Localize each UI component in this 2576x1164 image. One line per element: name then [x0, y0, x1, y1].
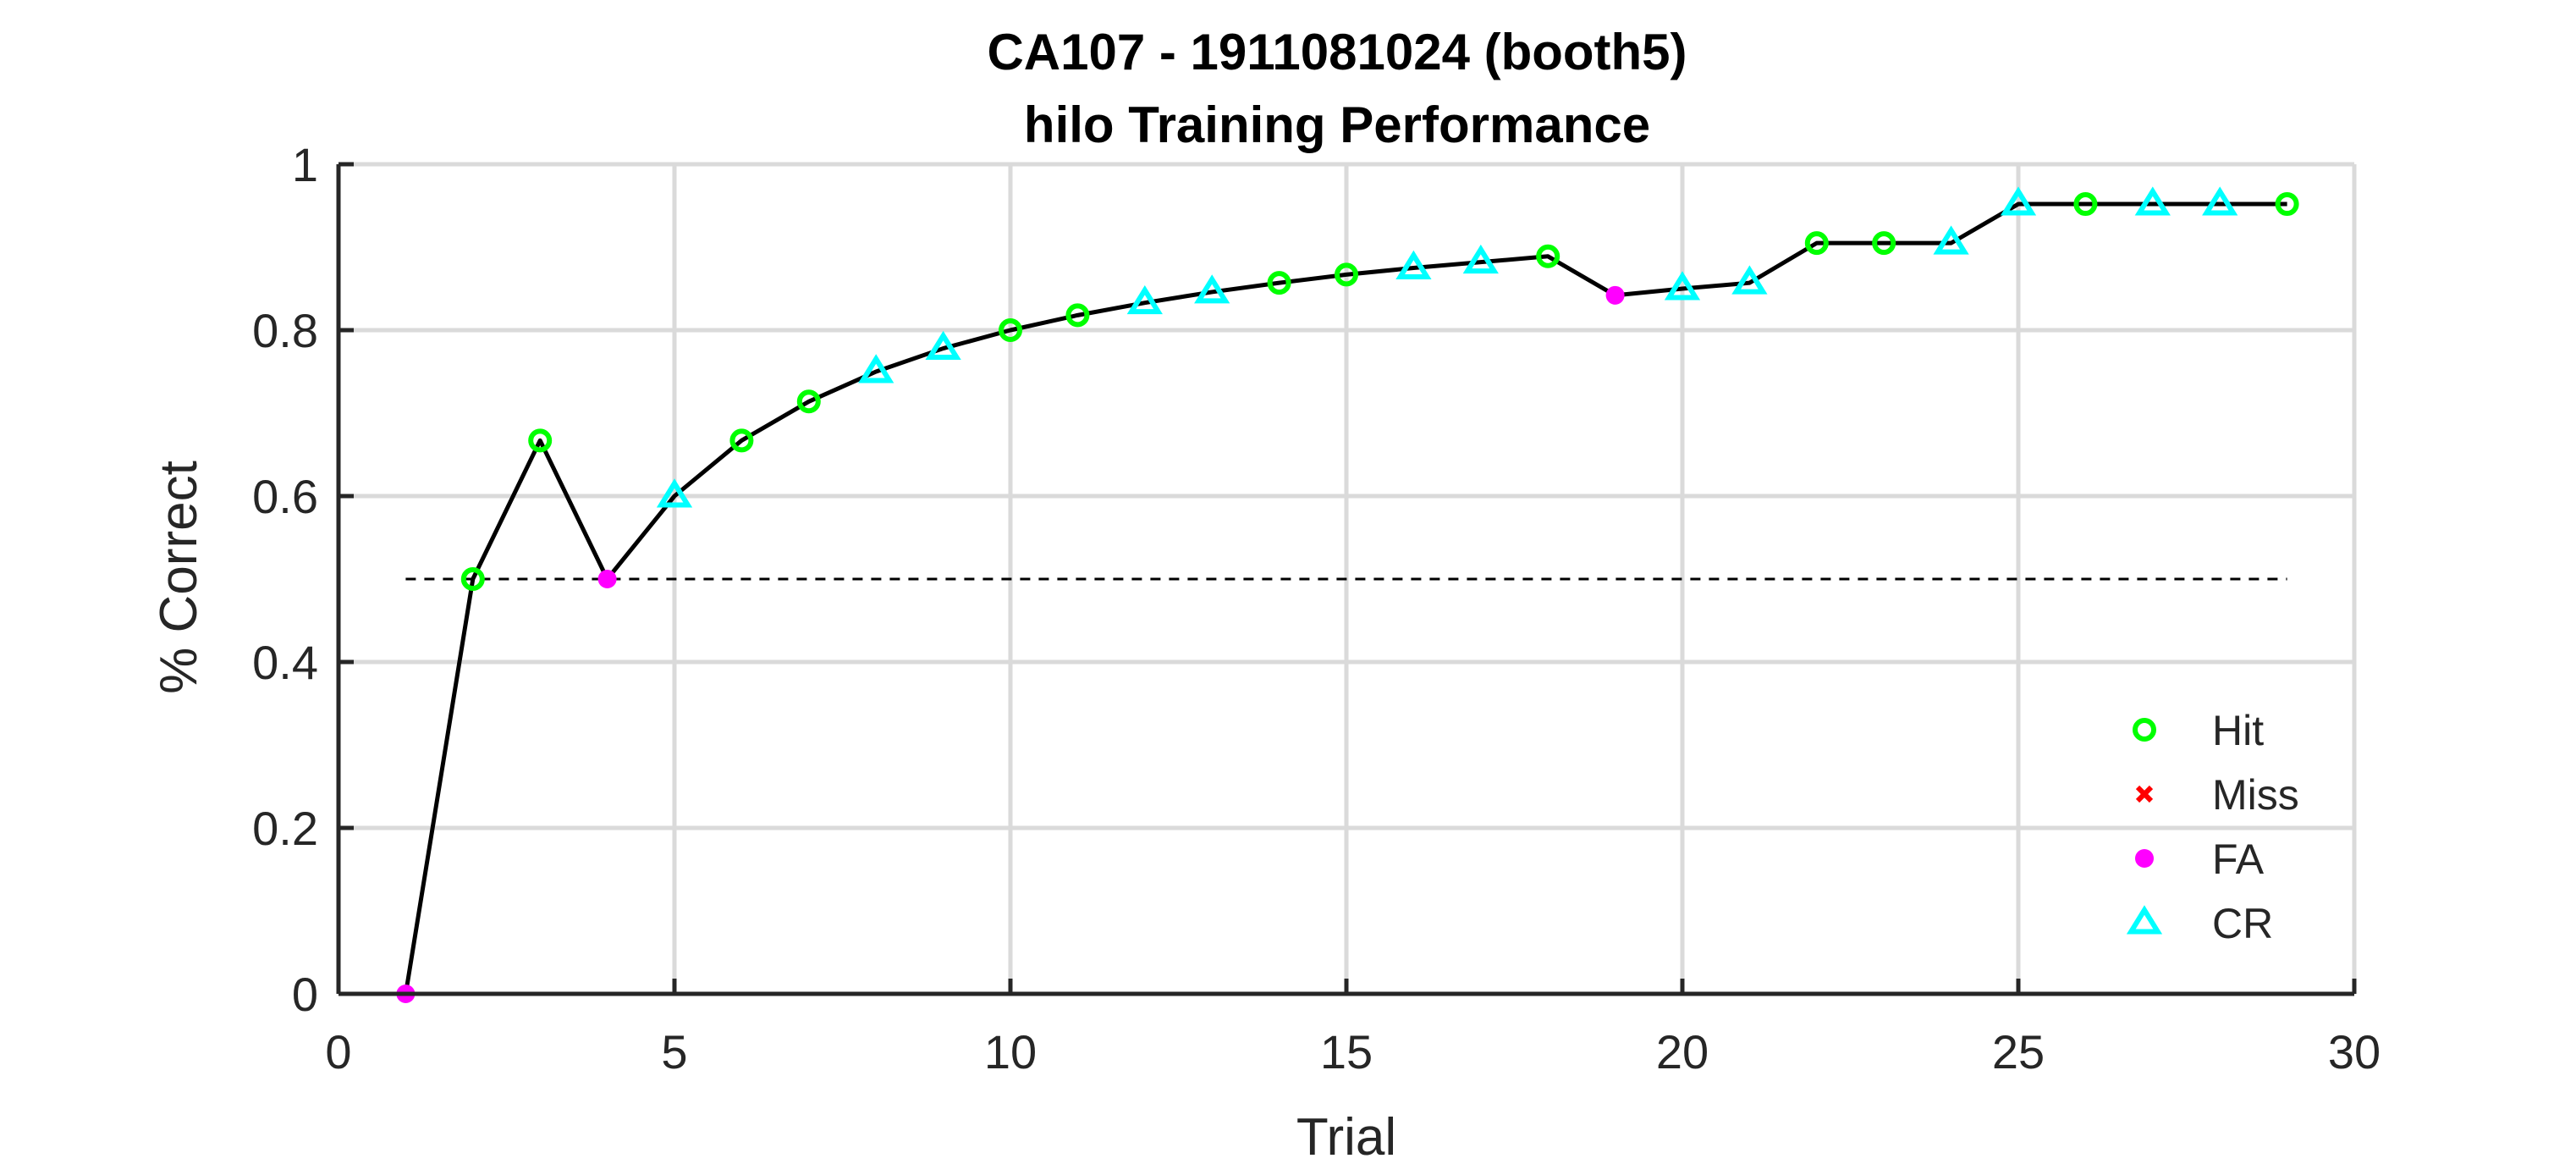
- y-axis-ticks: 0 0.2 0.4 0.6 0.8 1: [252, 138, 354, 1021]
- trial-markers: [396, 186, 2299, 1003]
- point-trial-27-shape: [2134, 186, 2171, 216]
- point-trial-28-shape: [2202, 186, 2238, 216]
- x-tick-label-4: 20: [1656, 1025, 1709, 1078]
- legend-label-fa: FA: [2212, 836, 2265, 883]
- point-trial-5-shape: [656, 478, 693, 508]
- point-trial-13: [1194, 274, 1230, 304]
- point-trial-2: [460, 567, 485, 591]
- point-trial-26-shape: [2073, 192, 2098, 217]
- point-trial-25: [2000, 186, 2037, 216]
- y-tick-label-2: 0.4: [252, 636, 318, 689]
- point-trial-12: [1126, 284, 1163, 315]
- point-trial-8-shape: [858, 354, 894, 383]
- point-trial-15: [1335, 262, 1358, 287]
- x-tick-label-1: 5: [661, 1025, 687, 1078]
- point-trial-11-shape: [1065, 303, 1090, 328]
- point-trial-19-shape: [1605, 285, 1625, 305]
- point-trial-21-shape: [1731, 265, 1768, 295]
- legend-marker-cr-shape: [2126, 905, 2163, 935]
- point-trial-18: [1536, 244, 1560, 268]
- point-trial-25-shape: [2000, 186, 2037, 216]
- point-trial-10: [999, 318, 1022, 342]
- point-trial-24-shape: [1933, 225, 1969, 255]
- performance-line: [403, 201, 2287, 995]
- chart-title-line2: hilo Training Performance: [1024, 97, 1650, 153]
- legend-marker-fa-shape: [2135, 849, 2154, 868]
- legend-label-hit: Hit: [2212, 707, 2264, 754]
- legend-marker-hit: [2133, 718, 2156, 742]
- point-trial-9: [925, 330, 961, 361]
- point-trial-15-shape: [1335, 262, 1358, 287]
- legend-label-cr: CR: [2212, 900, 2273, 947]
- point-trial-20: [1664, 271, 1701, 301]
- point-trial-29: [2275, 192, 2299, 217]
- legend-marker-cr: [2126, 905, 2163, 935]
- chart-title-line1: CA107 - 1911081024 (booth5): [987, 24, 1687, 80]
- point-trial-4-shape: [597, 570, 617, 588]
- point-trial-17: [1462, 244, 1499, 274]
- point-trial-13-shape: [1194, 274, 1230, 304]
- y-tick-label-1: 0.2: [252, 802, 318, 855]
- point-trial-3-shape: [528, 428, 553, 453]
- legend-marker-fa: [2135, 849, 2154, 868]
- point-trial-7-shape: [796, 389, 821, 414]
- point-trial-19: [1605, 285, 1625, 305]
- point-trial-20-shape: [1664, 271, 1701, 301]
- point-trial-12-shape: [1126, 284, 1163, 315]
- point-trial-24: [1933, 225, 1969, 255]
- legend-marker-miss-shape: [2135, 785, 2154, 803]
- x-tick-label-6: 30: [2328, 1025, 2381, 1078]
- point-trial-9-shape: [925, 330, 961, 361]
- point-trial-16: [1395, 250, 1432, 279]
- point-trial-10-shape: [999, 318, 1022, 342]
- x-tick-label-5: 25: [1992, 1025, 2045, 1078]
- point-trial-17-shape: [1462, 244, 1499, 274]
- point-trial-6-shape: [729, 428, 754, 453]
- y-tick-label-0: 0: [292, 968, 318, 1021]
- y-tick-label-4: 0.8: [252, 304, 318, 357]
- point-trial-22-shape: [1804, 231, 1829, 256]
- point-trial-5: [656, 478, 693, 508]
- point-trial-27: [2134, 186, 2171, 216]
- point-trial-26: [2073, 192, 2098, 217]
- point-trial-4: [597, 570, 617, 588]
- x-tick-label-2: 10: [984, 1025, 1037, 1078]
- x-tick-label-0: 0: [325, 1025, 351, 1078]
- point-trial-7: [796, 389, 821, 414]
- point-trial-8: [858, 354, 894, 383]
- x-tick-label-3: 15: [1320, 1025, 1373, 1078]
- point-trial-14: [1267, 271, 1291, 295]
- legend: Hit Miss FA CR: [2126, 707, 2299, 947]
- legend-marker-hit-shape: [2133, 718, 2156, 742]
- point-trial-3: [528, 428, 553, 453]
- point-trial-28: [2202, 186, 2238, 216]
- x-axis-label: Trial: [1296, 1108, 1396, 1164]
- point-trial-22: [1804, 231, 1829, 256]
- point-trial-11: [1065, 303, 1090, 328]
- point-trial-16-shape: [1395, 250, 1432, 279]
- y-axis-label: % Correct: [150, 461, 208, 694]
- legend-marker-miss: [2135, 785, 2154, 803]
- point-trial-14-shape: [1267, 271, 1291, 295]
- point-trial-21: [1731, 265, 1768, 295]
- y-tick-label-3: 0.6: [252, 470, 318, 523]
- point-trial-18-shape: [1536, 244, 1560, 268]
- point-trial-23-shape: [1872, 231, 1896, 256]
- legend-label-miss: Miss: [2212, 771, 2299, 819]
- x-axis-ticks: 0 5 10 15 20 25 30: [325, 979, 2381, 1078]
- point-trial-2-shape: [460, 567, 485, 591]
- y-tick-label-5: 1: [292, 138, 318, 191]
- point-trial-29-shape: [2275, 192, 2299, 217]
- point-trial-6: [729, 428, 754, 453]
- point-trial-23: [1872, 231, 1896, 256]
